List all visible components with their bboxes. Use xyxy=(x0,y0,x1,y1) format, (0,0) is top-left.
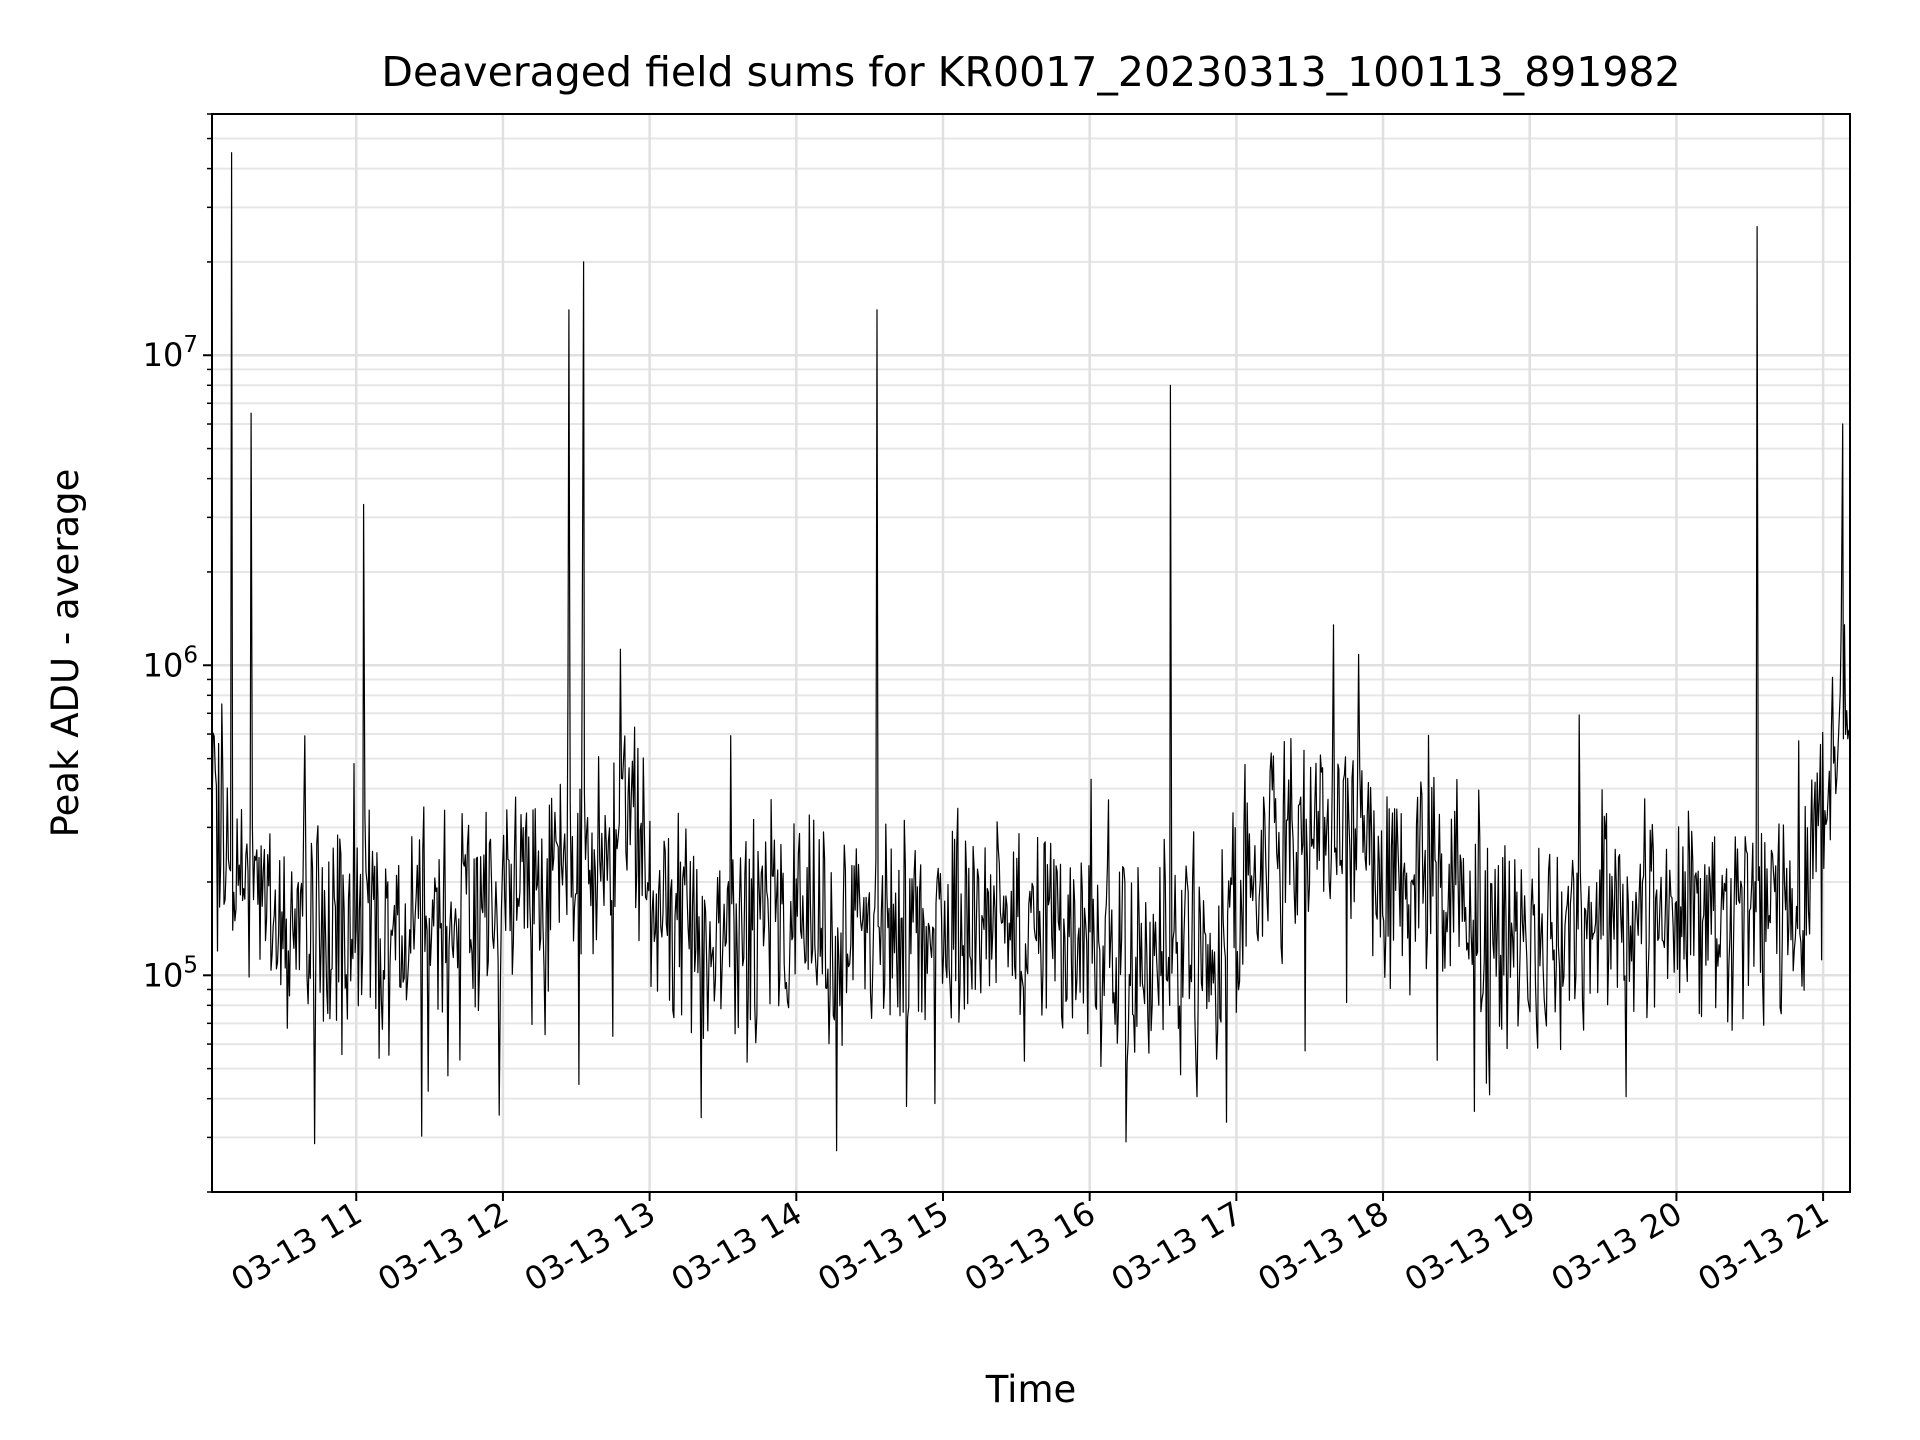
x-axis-label: Time xyxy=(985,1368,1077,1411)
chart-title: Deaveraged field sums for KR0017_2023031… xyxy=(381,48,1680,96)
y-tick-label: 105 xyxy=(143,952,198,994)
y-axis-label: Peak ADU - average xyxy=(44,469,87,838)
y-tick-label: 106 xyxy=(143,642,198,684)
data-line xyxy=(211,152,1851,1152)
y-tick-label: 107 xyxy=(143,332,198,374)
series xyxy=(211,152,1851,1152)
plot-frame xyxy=(211,113,1851,1193)
